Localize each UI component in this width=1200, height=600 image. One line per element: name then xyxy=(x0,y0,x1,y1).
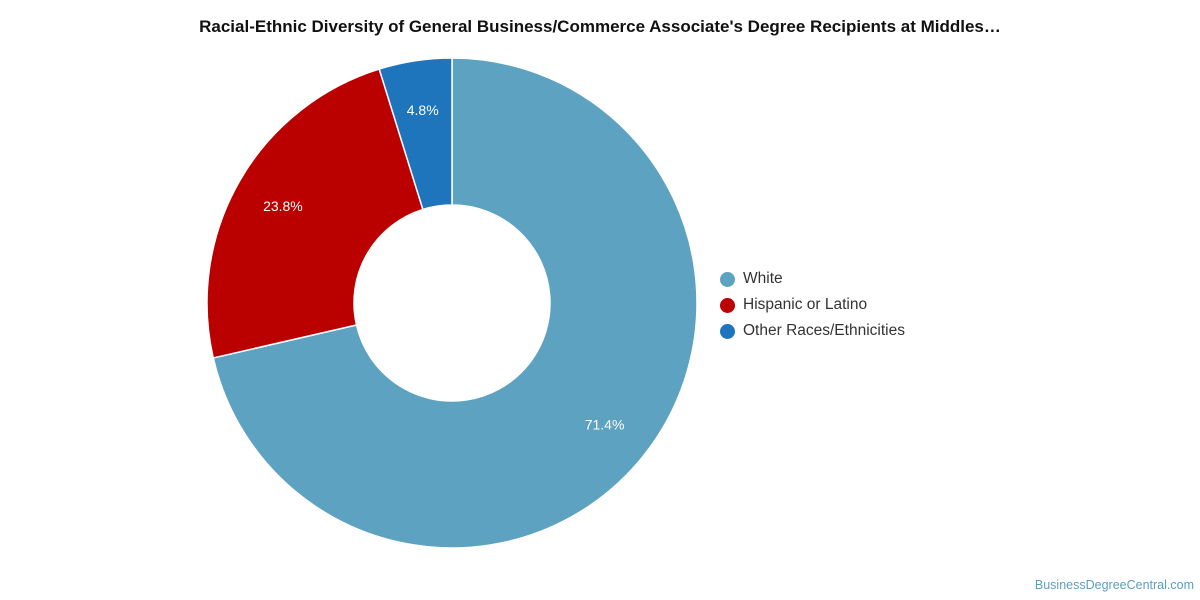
legend-label-white: White xyxy=(743,270,783,287)
slice-label-hispanic: 23.8% xyxy=(263,198,303,214)
slice-label-white: 71.4% xyxy=(585,416,625,432)
legend-label-hispanic: Hispanic or Latino xyxy=(743,296,868,313)
legend-swatch-hispanic xyxy=(720,297,735,313)
legend-item-other[interactable]: Other Races/Ethnicities xyxy=(720,318,905,344)
legend: White Hispanic or Latino Other Races/Eth… xyxy=(720,266,905,344)
slices-group xyxy=(206,57,698,549)
slice-other[interactable] xyxy=(378,57,453,211)
legend-label-other: Other Races/Ethnicities xyxy=(743,322,905,339)
legend-swatch-other xyxy=(720,323,735,339)
legend-swatch-white xyxy=(720,271,735,287)
source-credit[interactable]: BusinessDegreeCentral.com xyxy=(1034,578,1194,592)
slice-label-other: 4.8% xyxy=(407,102,439,118)
slice-hispanic[interactable] xyxy=(206,68,424,359)
chart-title: Racial-Ethnic Diversity of General Busin… xyxy=(199,17,1001,36)
labels-group: 71.4% 23.8% 4.8% xyxy=(263,102,624,432)
slice-white[interactable] xyxy=(212,57,698,549)
legend-item-hispanic[interactable]: Hispanic or Latino xyxy=(720,292,905,318)
legend-item-white[interactable]: White xyxy=(720,266,905,292)
